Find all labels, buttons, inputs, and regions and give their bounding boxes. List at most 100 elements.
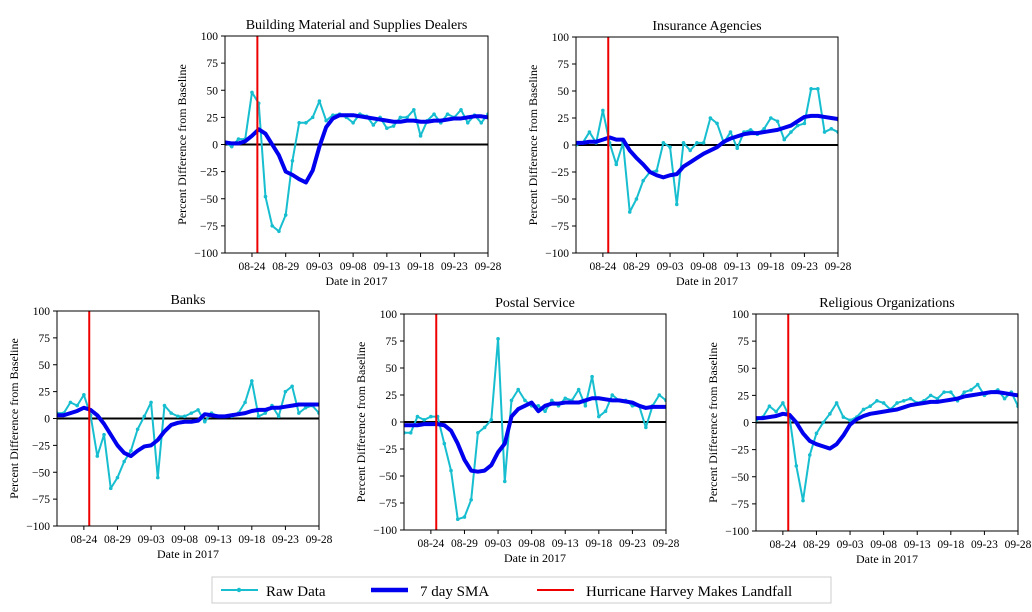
sma-line xyxy=(576,113,838,180)
sma-line xyxy=(756,390,1018,451)
axes-frame xyxy=(575,36,839,254)
raw-data-point xyxy=(496,337,500,341)
raw-data-point xyxy=(975,382,980,387)
x-tick-label: 09-18 xyxy=(585,538,612,550)
axes-frame xyxy=(224,35,489,254)
x-tick-label: 09-23 xyxy=(971,539,998,551)
raw-data-point xyxy=(297,121,301,125)
raw-data-point xyxy=(767,404,772,409)
raw-data-point xyxy=(583,404,588,408)
x-tick-label: 09-08 xyxy=(340,261,367,273)
x-tick-label: 09-28 xyxy=(653,538,680,550)
y-tick-label: −25 xyxy=(551,167,569,179)
raw-data-point xyxy=(688,148,693,153)
x-tick-label: 08-29 xyxy=(451,538,478,550)
raw-data-point xyxy=(297,411,301,415)
raw-data-point xyxy=(68,400,73,405)
y-tick-label: −75 xyxy=(551,221,569,233)
x-tick-label: 09-08 xyxy=(171,534,198,546)
raw-data-point xyxy=(681,141,686,145)
raw-data-point xyxy=(449,468,453,473)
chart-1: Building Material and Supplies Dealers −1… xyxy=(175,18,502,288)
raw-data-point xyxy=(597,414,601,419)
raw-data-point xyxy=(668,145,672,149)
raw-data-point xyxy=(229,144,234,149)
raw-data-point xyxy=(762,127,766,131)
raw-data-point xyxy=(576,387,581,392)
raw-data-point xyxy=(412,107,416,112)
raw-data-point xyxy=(405,115,409,120)
y-tick-label: 100 xyxy=(33,306,51,318)
raw-data-point xyxy=(476,431,480,435)
raw-data-point xyxy=(142,414,147,419)
raw-data-point xyxy=(502,479,507,484)
y-tick-label: 100 xyxy=(380,309,398,321)
x-tick-label: 09-23 xyxy=(791,261,818,273)
raw-data-point xyxy=(489,418,494,422)
raw-data-point xyxy=(822,130,827,134)
x-tick-label: 09-03 xyxy=(657,261,684,273)
raw-data-point xyxy=(674,202,679,207)
x-tick-label: 09-28 xyxy=(475,261,502,273)
x-tick-label: 09-03 xyxy=(306,261,333,273)
raw-data-point xyxy=(848,418,852,423)
raw-data-point xyxy=(603,409,608,414)
raw-data-point xyxy=(516,387,521,392)
y-tick-label: −50 xyxy=(200,194,218,206)
raw-data-point xyxy=(895,401,899,405)
y-tick-label: 0 xyxy=(563,140,569,152)
sma-line xyxy=(225,113,488,185)
y-tick-label: 0 xyxy=(44,414,50,426)
raw-data-point xyxy=(735,146,740,151)
y-tick-label: −50 xyxy=(32,467,50,479)
raw-data-point xyxy=(748,128,753,132)
raw-data-point xyxy=(263,194,268,199)
y-tick-label: 75 xyxy=(207,58,219,70)
raw-data-point xyxy=(590,374,594,379)
raw-data-point xyxy=(949,390,953,394)
y-axis-label: Percent Difference from Baseline xyxy=(7,338,21,499)
raw-data-point xyxy=(462,515,467,519)
raw-data-point xyxy=(482,425,487,430)
x-tick-label: 09-18 xyxy=(757,261,784,273)
y-tick-label: −25 xyxy=(200,167,218,179)
raw-data-point xyxy=(236,137,241,141)
chart-2: Insurance Agencies −100 −75 −50 −25 0 25 50 75 10… xyxy=(526,19,854,288)
raw-data-point xyxy=(875,399,879,403)
raw-data-point xyxy=(775,119,780,124)
raw-data-point xyxy=(509,398,514,403)
raw-data-point xyxy=(829,127,834,131)
sma-line xyxy=(404,396,666,474)
raw-data-point xyxy=(155,475,160,480)
y-tick-label: −75 xyxy=(731,499,749,511)
y-tick-label: 50 xyxy=(558,86,570,98)
x-tick-label: 09-08 xyxy=(518,538,545,550)
x-tick-label: 09-18 xyxy=(238,534,265,546)
y-tick-label: 100 xyxy=(732,309,750,321)
x-tick-label: 09-13 xyxy=(205,534,232,546)
plot-area xyxy=(404,314,666,530)
raw-data-point xyxy=(317,99,322,103)
y-tick-label: −50 xyxy=(731,472,749,484)
y-tick-label: −100 xyxy=(545,248,569,260)
raw-data-point xyxy=(828,412,832,416)
y-axis-label: Percent Difference from Baseline xyxy=(354,342,368,503)
x-tick-label: 09-23 xyxy=(272,534,299,546)
y-tick-label: −25 xyxy=(731,445,749,457)
raw-data-point xyxy=(627,210,632,214)
x-tick-label: 09-28 xyxy=(1005,539,1032,551)
raw-data-point xyxy=(850,152,854,156)
raw-data-point xyxy=(802,121,807,126)
x-tick-label: 08-24 xyxy=(239,261,266,273)
raw-data-point xyxy=(398,115,403,120)
raw-data-point xyxy=(644,425,648,430)
x-tick-label: 09-13 xyxy=(373,261,400,273)
raw-data-point xyxy=(794,464,799,468)
chart-title: Building Material and Supplies Dealers xyxy=(246,18,468,33)
y-tick-label: 25 xyxy=(558,113,570,125)
raw-data-point xyxy=(969,388,973,392)
y-tick-label: 50 xyxy=(386,363,398,375)
raw-data-point xyxy=(782,137,787,142)
raw-data-point xyxy=(432,112,436,116)
plot-area xyxy=(576,37,854,253)
